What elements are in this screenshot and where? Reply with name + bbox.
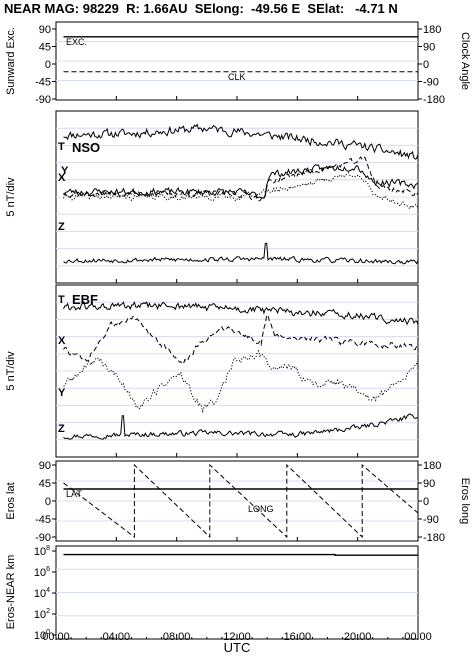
trace-label-long: LONG xyxy=(248,504,274,514)
y-tick-label: -90 xyxy=(35,94,51,106)
x-axis-label: UTC xyxy=(224,640,251,655)
y-tick-label: 45 xyxy=(39,478,51,490)
y-tick-label: 0 xyxy=(45,59,51,71)
y-tick-label: -45 xyxy=(35,514,51,526)
y-tick-label: -90 xyxy=(35,532,51,544)
panel-ebf: EBF T X Y Z 5 nT/div xyxy=(5,284,419,458)
x-tick-label: 00:00 xyxy=(404,631,432,643)
panel-sunward-clock: 90 45 0 -45 -90 180 90 0 -90 -180 EXC. CLK Sunwa… xyxy=(5,21,471,106)
trace-label-y: Y xyxy=(58,387,66,399)
x-tick-label: 12:00 xyxy=(223,631,251,643)
ylabel-eros-near: Eros-NEAR km xyxy=(5,555,17,630)
trace-x xyxy=(63,314,419,365)
x-tick-label: 16:00 xyxy=(284,631,312,643)
y-tick-label: 106 xyxy=(34,566,50,579)
y-tick-label: 90 xyxy=(39,24,51,36)
x-tick-label: 20:00 xyxy=(344,631,372,643)
trace-t xyxy=(63,300,419,326)
trace-label-exc: EXC. xyxy=(66,37,87,47)
trace-z xyxy=(63,413,419,440)
y-tick-label: 90 xyxy=(423,478,435,490)
trace-label-clk: CLK xyxy=(228,72,246,82)
trace-y xyxy=(63,349,419,414)
y-tick-label: 102 xyxy=(34,608,50,621)
ylabel-clock: Clock Angle xyxy=(459,32,471,90)
y-tick-label: 45 xyxy=(39,42,51,54)
ylabel-sunward: Sunward Exc. xyxy=(5,27,17,95)
trace-label-t: T xyxy=(58,294,65,306)
y-tick-label: -45 xyxy=(35,77,51,89)
y-tick-label: 108 xyxy=(34,545,50,558)
trace-label-t: T xyxy=(58,141,65,153)
trace-label-x: X xyxy=(58,335,66,347)
y-tick-label: 180 xyxy=(423,460,441,472)
y-tick-label: -90 xyxy=(423,77,439,89)
panel-title-ebf: EBF xyxy=(72,292,98,307)
ylabel-eros-long: Eros long xyxy=(459,478,471,524)
trace-label-x: X xyxy=(58,172,66,184)
x-tick-label: 00:00 xyxy=(42,631,70,643)
y-tick-label: 90 xyxy=(423,42,435,54)
y-tick-label: 0 xyxy=(423,59,429,71)
y-tick-label: 100 xyxy=(34,629,50,642)
ylabel-nso: 5 nT/div xyxy=(5,177,17,217)
trace-x xyxy=(63,164,419,200)
trace-t xyxy=(63,123,419,160)
y-tick-label: -180 xyxy=(423,532,445,544)
trace-distance xyxy=(63,553,418,556)
trace-y xyxy=(63,156,419,202)
trace-label-lat: LAT xyxy=(66,489,82,499)
x-tick-label: 08:00 xyxy=(163,631,191,643)
figure-header: NEAR MAG: 98229 R: 1.66AU SElong: -49.56… xyxy=(4,1,398,16)
panel-nso: NSO T X Y Z 5 nT/div xyxy=(5,110,419,284)
y-tick-label: 104 xyxy=(34,587,50,600)
trace-z xyxy=(63,242,419,265)
x-tick-label: 04:00 xyxy=(103,631,131,643)
panel-eros-lat-long: 90 45 0 -45 -90 180 90 0 -90 -180 LAT LONG Eros … xyxy=(5,460,471,544)
y-tick-label: 180 xyxy=(423,24,441,36)
trace-label-z: Z xyxy=(58,221,65,233)
trace-label-z: Z xyxy=(58,423,65,435)
y-tick-label: 90 xyxy=(39,460,51,472)
y-tick-label: -180 xyxy=(423,94,445,106)
panel-title-nso: NSO xyxy=(72,140,100,155)
ylabel-eros-lat: Eros lat xyxy=(5,482,17,519)
trace-label-y: Y xyxy=(61,165,69,177)
panel-eros-near: 108 106 104 102 100 Eros-NEAR km xyxy=(5,545,419,642)
ylabel-ebf: 5 nT/div xyxy=(5,351,17,391)
y-tick-label: 0 xyxy=(423,496,429,508)
trace-y2 xyxy=(63,171,419,210)
y-tick-label: 0 xyxy=(45,496,51,508)
y-tick-label: -90 xyxy=(423,514,439,526)
